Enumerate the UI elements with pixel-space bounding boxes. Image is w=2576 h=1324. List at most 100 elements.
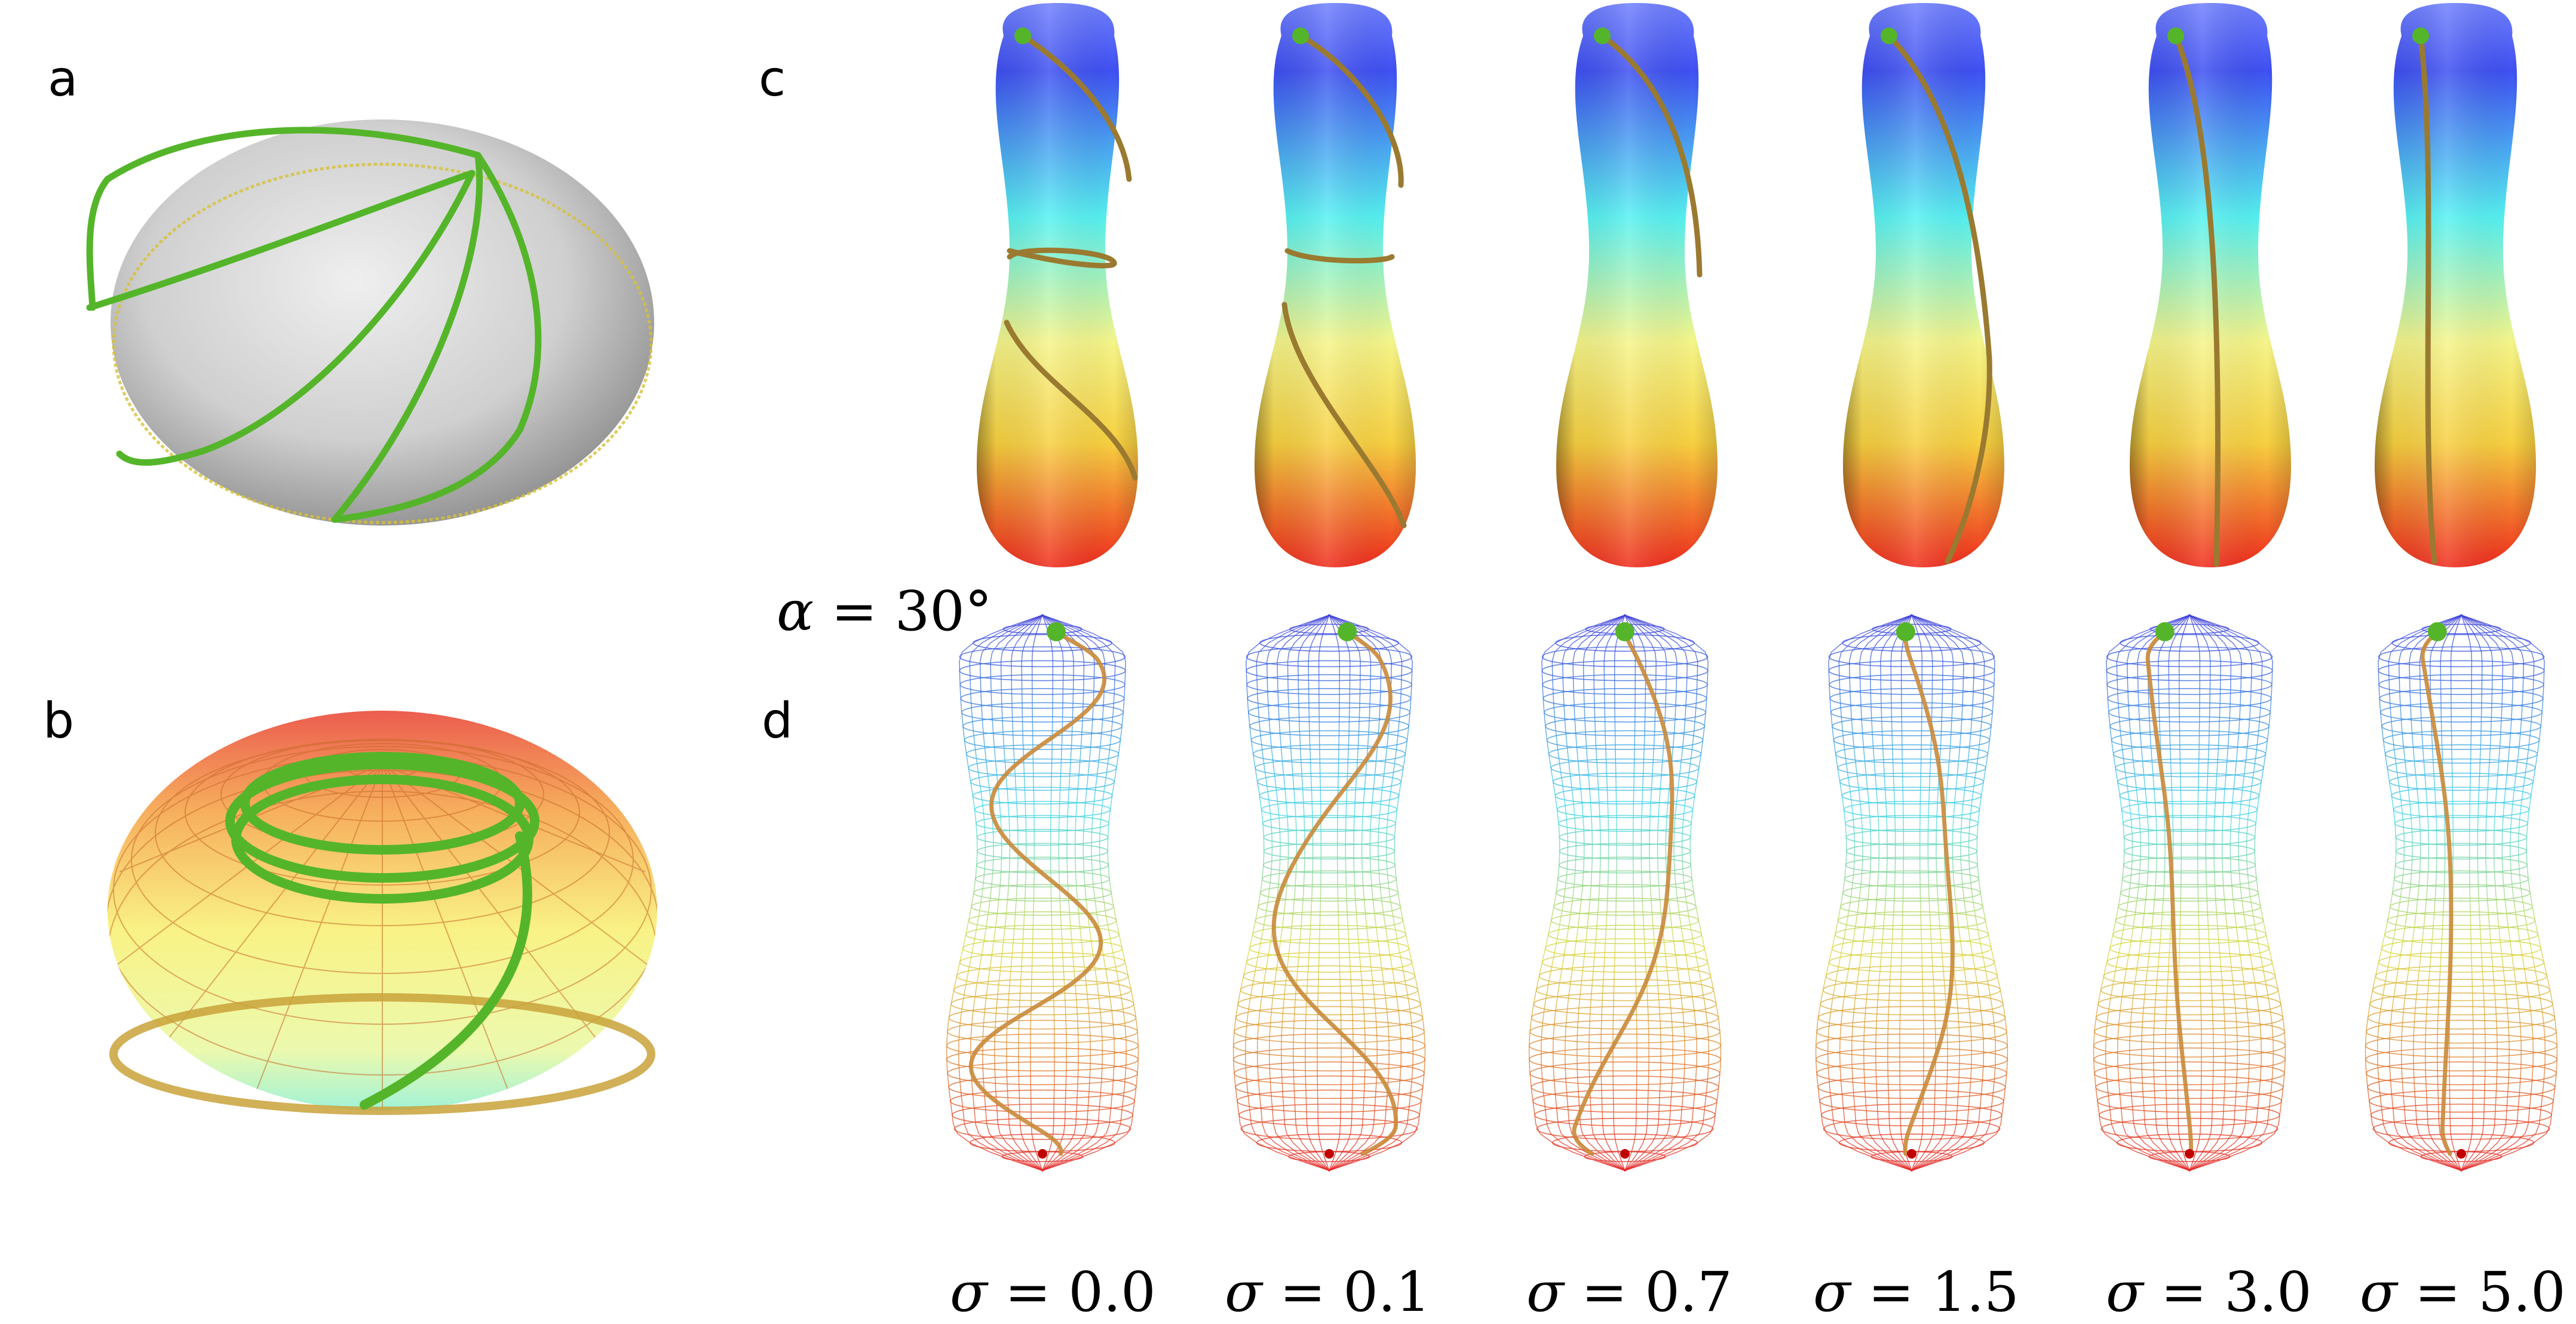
sigma-symbol: σ <box>2360 1260 2397 1324</box>
sigma-symbol: σ <box>1526 1260 1564 1324</box>
path-curve <box>1004 33 1138 481</box>
mesh-meridian <box>1042 615 1091 1171</box>
alpha-equals: = <box>814 579 895 643</box>
sigma-value: 3.0 <box>2224 1260 2312 1324</box>
start-point <box>1046 622 1066 641</box>
mesh-meridian <box>1528 615 1626 1171</box>
path-curve <box>1599 33 1703 278</box>
mesh-meridian <box>1552 615 1626 1171</box>
mesh-meridian <box>2365 615 2462 1171</box>
mesh-meridian <box>2461 615 2546 1171</box>
wireframe-capsule-1 <box>946 614 1139 1172</box>
mesh-meridian <box>1540 615 1626 1171</box>
wireframe-capsule-6 <box>2365 614 2558 1172</box>
mesh-meridian <box>1256 615 1330 1171</box>
mesh-meridian <box>1839 615 1912 1171</box>
mesh-meridian <box>1042 615 1115 1171</box>
mesh-meridian <box>2388 615 2462 1171</box>
mesh-meridian <box>2189 615 2250 1171</box>
sigma-label-3: σ = 0.7 <box>1526 1260 1732 1324</box>
mesh-meridian <box>1911 615 1997 1171</box>
sigma-equals: = <box>987 1260 1069 1324</box>
mesh-meridian <box>1293 615 1330 1171</box>
mesh-meridian <box>994 615 1043 1171</box>
spiral-path <box>225 752 539 1110</box>
sigma-equals: = <box>2143 1260 2225 1324</box>
mesh-meridian <box>1851 615 1912 1171</box>
mesh-meridian <box>1624 615 1698 1171</box>
mesh-meridian <box>1329 615 1426 1171</box>
path-curve <box>2173 33 2221 567</box>
start-point <box>1896 622 1915 641</box>
alpha-value: 30° <box>894 579 992 643</box>
wireframe-capsule-4 <box>1815 614 2008 1172</box>
panel-label-b: b <box>43 693 75 749</box>
sigma-equals: = <box>1563 1260 1645 1324</box>
pole-point <box>1907 1149 1916 1159</box>
mesh-meridian <box>2437 615 2462 1171</box>
panel-label-c: c <box>759 51 786 107</box>
dome-rim <box>109 993 655 1115</box>
sigma-symbol: σ <box>1813 1260 1851 1324</box>
mesh-meridian <box>1329 615 1354 1171</box>
sigma-value: 0.7 <box>1645 1260 1732 1324</box>
mesh-meridian <box>1244 615 1330 1171</box>
pole-point <box>2185 1149 2194 1159</box>
path-curve <box>1886 33 1992 564</box>
start-point <box>1292 27 1309 44</box>
mesh-meridian <box>1577 615 1626 1171</box>
sigma-equals: = <box>2397 1260 2479 1324</box>
mesh-meridian <box>1624 615 1649 1171</box>
equator-curve <box>112 162 653 524</box>
sigma-label-5: σ = 3.0 <box>2106 1260 2312 1324</box>
mesh-meridian <box>958 615 1043 1171</box>
mesh-meridian <box>1911 615 1948 1171</box>
trajectory-path <box>1271 629 1399 1156</box>
sigma-label-2: σ = 0.1 <box>1225 1260 1431 1324</box>
mesh-meridian <box>1911 615 1924 1171</box>
mesh-meridian <box>1887 615 1912 1171</box>
panel-a-ellipsoid <box>86 119 654 526</box>
mesh-meridian <box>1911 615 1936 1171</box>
start-point <box>2427 622 2447 641</box>
mesh-meridian <box>1815 615 1912 1171</box>
mesh-meridian <box>1232 615 1330 1171</box>
mesh-meridian <box>1269 615 1330 1171</box>
mesh-meridian <box>2141 615 2190 1171</box>
pole-point <box>1324 1149 1334 1159</box>
start-point <box>1594 27 1611 44</box>
mesh-meridian <box>2461 615 2486 1171</box>
sigma-label-6: σ = 5.0 <box>2360 1260 2566 1324</box>
mesh-meridian <box>2189 615 2262 1171</box>
alpha-symbol: α <box>777 579 814 643</box>
mesh-meridian <box>1827 615 1912 1171</box>
ellipsoid-surface <box>111 119 654 526</box>
mesh-meridian <box>2461 615 2510 1171</box>
mesh-meridian <box>2189 615 2214 1171</box>
trajectory-path <box>1572 629 1675 1156</box>
mesh-meridian <box>2189 615 2238 1171</box>
mesh-meridian <box>2093 615 2190 1171</box>
mesh-meridian <box>1006 615 1043 1171</box>
mesh-meridian <box>1565 615 1626 1171</box>
pole-point <box>1620 1149 1630 1159</box>
mesh-meridian <box>970 615 1043 1171</box>
sigma-value: 0.0 <box>1068 1260 1156 1324</box>
panel-d-wireframes <box>946 614 2558 1172</box>
start-point <box>2167 27 2184 44</box>
sigma-equals: = <box>1850 1260 1932 1324</box>
mesh-meridian <box>946 615 1043 1171</box>
mesh-meridian <box>1911 615 1960 1171</box>
mesh-meridian <box>1863 615 1912 1171</box>
mesh-meridian <box>2189 615 2286 1171</box>
sigma-symbol: σ <box>1225 1260 1262 1324</box>
mesh-meridian <box>1329 615 1390 1171</box>
panel-b-dome <box>108 711 657 1115</box>
alpha-label: α = 30° <box>777 579 992 643</box>
pole-point <box>2457 1149 2466 1159</box>
start-point <box>1615 622 1634 641</box>
mesh-meridian <box>2129 615 2190 1171</box>
capsule-2 <box>1255 3 1416 567</box>
capsule-3 <box>1556 3 1718 567</box>
